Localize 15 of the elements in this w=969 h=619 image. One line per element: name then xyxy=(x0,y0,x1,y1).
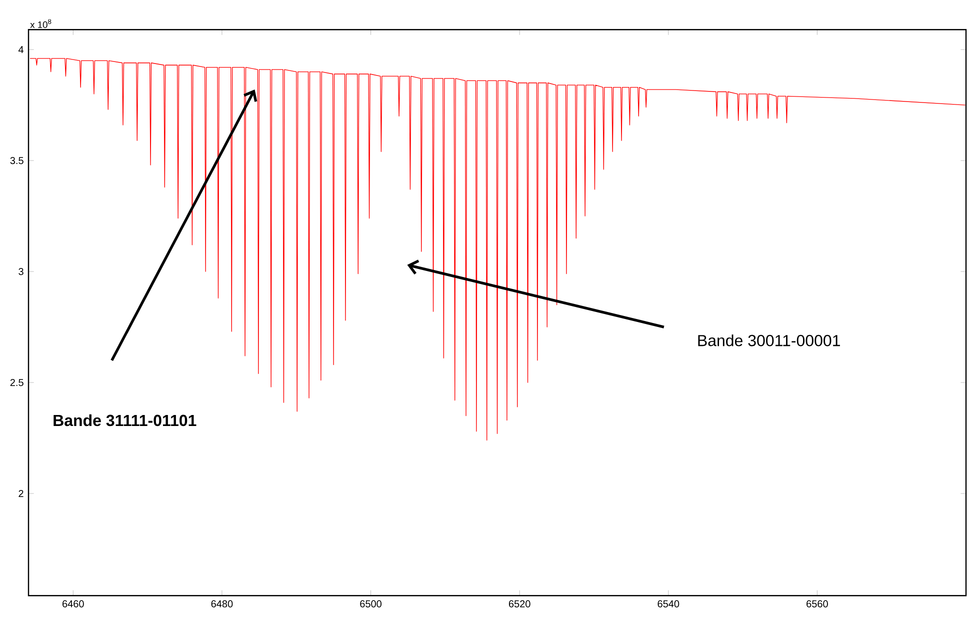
y-tick-label: 2 xyxy=(18,490,24,497)
x-tick-label: 6540 xyxy=(658,600,680,608)
line-series xyxy=(30,58,966,441)
annotation: Bande 31111-01101 xyxy=(54,414,196,426)
y-tick-label: 4 xyxy=(18,46,24,54)
y-tick-label: 3.5 xyxy=(10,157,24,164)
y-tick-label: 2.5 xyxy=(10,378,24,386)
y-tick-label: 3 xyxy=(18,268,24,276)
text: x 10$^{8}$ xyxy=(30,19,52,28)
x-tick-label: 6460 xyxy=(62,600,84,608)
x-tick-label: 6520 xyxy=(508,600,530,608)
x-tick-label: 6500 xyxy=(360,600,382,608)
annotation: Bande 30011-00001 xyxy=(698,334,840,346)
x-tick-label: 6480 xyxy=(211,600,233,608)
x-tick-label: 6560 xyxy=(806,600,828,608)
